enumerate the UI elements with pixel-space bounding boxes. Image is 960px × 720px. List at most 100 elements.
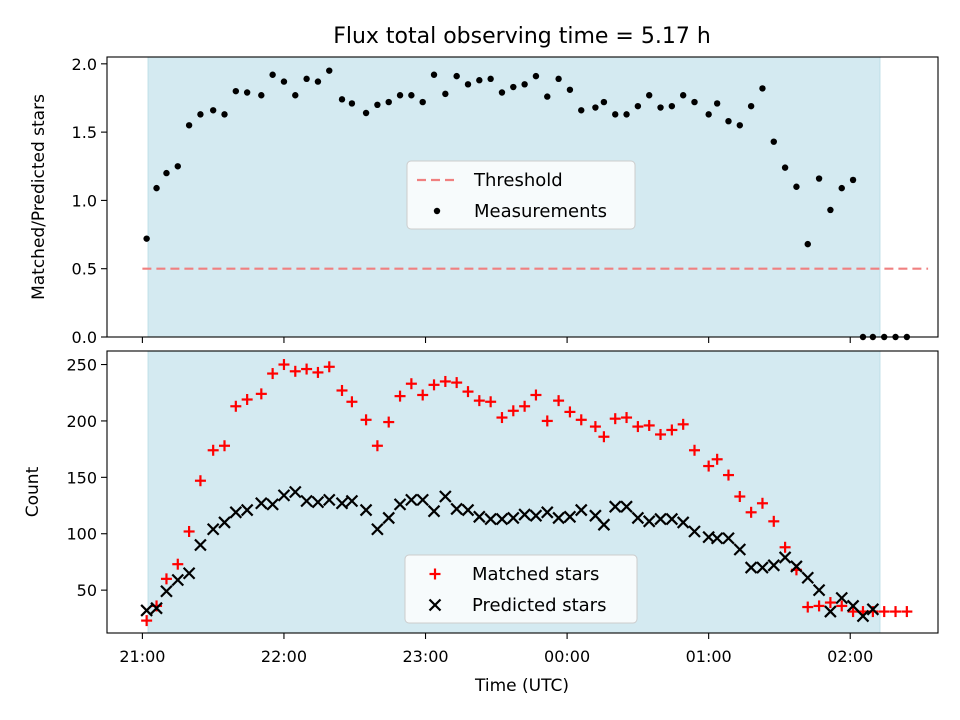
data-point xyxy=(847,606,859,618)
data-point xyxy=(183,525,195,537)
data-point xyxy=(530,389,542,401)
data-point xyxy=(668,102,676,110)
data-point xyxy=(163,169,170,177)
data-point xyxy=(632,421,644,433)
y-tick-label: 50 xyxy=(77,581,97,600)
data-point xyxy=(518,508,531,521)
data-point xyxy=(612,111,619,118)
data-point xyxy=(243,89,251,96)
data-point xyxy=(642,515,656,528)
data-point xyxy=(374,101,381,109)
data-point xyxy=(598,431,610,443)
data-point xyxy=(621,412,633,424)
data-point xyxy=(160,573,172,585)
data-point xyxy=(838,184,845,192)
data-point xyxy=(473,395,485,407)
data-point xyxy=(140,604,153,617)
data-point xyxy=(521,81,528,88)
data-point xyxy=(232,87,240,95)
legend: Threshold Measurements xyxy=(406,160,636,230)
data-point xyxy=(218,516,231,529)
series-predicted-stars xyxy=(140,485,880,623)
legend-label: Predicted stars xyxy=(472,595,606,616)
data-point xyxy=(846,599,860,613)
y-tick-label: 150 xyxy=(66,468,97,487)
ratio-panel: 0.0 0.5 1.0 1.5 2.0 Matched/Predicted stars Th… xyxy=(29,55,939,347)
data-point xyxy=(487,75,494,83)
data-point xyxy=(141,615,153,627)
data-point xyxy=(793,183,800,190)
data-point xyxy=(824,597,836,609)
data-point xyxy=(153,184,160,192)
data-point xyxy=(566,86,574,93)
data-point xyxy=(756,497,768,509)
data-point xyxy=(890,606,902,618)
data-point xyxy=(745,506,757,518)
data-point xyxy=(303,75,310,83)
data-point xyxy=(277,489,291,502)
data-point xyxy=(194,538,207,552)
data-point xyxy=(756,561,769,574)
data-point xyxy=(563,510,577,524)
legend-label: Threshold xyxy=(473,170,563,191)
data-point xyxy=(430,71,438,78)
x-tick-label: 21:00 xyxy=(119,647,165,666)
data-point xyxy=(722,469,734,481)
data-point xyxy=(532,72,540,80)
data-point xyxy=(219,440,231,452)
data-point xyxy=(600,98,608,106)
count-panel: 50 100 150 200 250 Count 21:00 22:00 23:00 00:00 0… xyxy=(23,350,939,666)
data-point xyxy=(744,561,758,574)
data-point xyxy=(209,107,217,114)
x-axis-label: Time (UTC) xyxy=(474,676,569,696)
data-point xyxy=(289,485,302,499)
y-axis-label: Matched/Predicted stars xyxy=(29,94,49,300)
data-point xyxy=(194,475,206,487)
data-point xyxy=(767,559,781,572)
data-point xyxy=(485,396,497,408)
y-tick-label: 200 xyxy=(66,412,97,431)
data-point xyxy=(725,117,732,125)
chart-title: Flux total observing time = 5.17 h xyxy=(333,24,711,49)
data-point xyxy=(496,412,508,424)
data-point xyxy=(323,361,335,373)
data-point xyxy=(346,396,358,408)
data-point xyxy=(348,100,356,107)
data-point xyxy=(476,77,483,84)
data-point xyxy=(255,388,267,400)
data-point xyxy=(289,365,301,377)
data-point xyxy=(815,175,823,182)
data-point xyxy=(451,377,463,389)
data-point xyxy=(643,419,655,431)
legend-marker xyxy=(429,568,441,580)
data-point xyxy=(770,138,777,145)
data-point xyxy=(804,240,811,248)
data-point xyxy=(230,400,242,412)
data-point xyxy=(679,92,687,99)
data-point xyxy=(405,493,418,507)
data-point xyxy=(747,102,755,110)
data-point xyxy=(417,389,429,401)
data-point xyxy=(540,506,554,519)
data-point xyxy=(311,495,325,509)
data-point xyxy=(360,414,372,426)
plot-frame xyxy=(106,56,939,338)
data-point xyxy=(171,573,185,587)
y-axis-label: Count xyxy=(23,466,43,517)
data-point xyxy=(541,415,553,427)
data-point xyxy=(849,176,857,184)
legend-label: Matched stars xyxy=(472,564,599,585)
data-point xyxy=(676,516,690,529)
data-point xyxy=(439,375,451,387)
legend-box xyxy=(406,160,636,230)
data-point xyxy=(657,104,664,111)
data-point xyxy=(278,359,290,371)
data-point xyxy=(484,512,497,526)
data-point xyxy=(689,444,701,456)
data-point xyxy=(713,100,721,107)
data-point xyxy=(654,512,667,526)
y-tick-label: 0.5 xyxy=(72,260,97,279)
data-point xyxy=(172,558,184,570)
data-point xyxy=(301,363,313,375)
data-point xyxy=(371,440,383,452)
